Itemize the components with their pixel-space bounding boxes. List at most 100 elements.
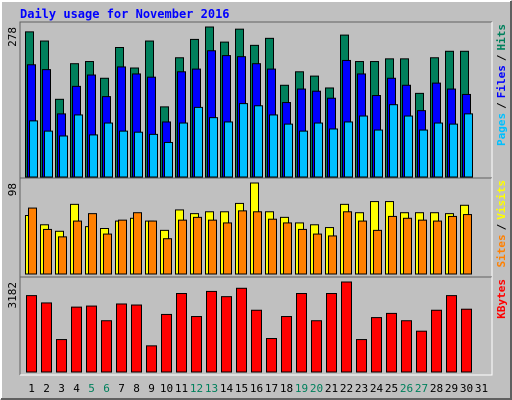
bar — [118, 219, 127, 275]
bar — [328, 235, 337, 275]
bar — [311, 320, 322, 373]
bar — [254, 105, 263, 178]
bar — [88, 213, 97, 275]
bar — [56, 339, 67, 373]
bar — [268, 218, 277, 275]
bar — [463, 214, 472, 275]
x-tick-label: 25 — [385, 382, 398, 395]
bar — [223, 222, 232, 275]
x-tick-label: 22 — [340, 382, 353, 395]
bar — [433, 220, 442, 275]
bar — [341, 281, 352, 373]
bar — [283, 222, 292, 275]
x-tick-label: 4 — [73, 382, 80, 395]
x-tick-label: 28 — [430, 382, 443, 395]
bar — [343, 211, 352, 275]
bar — [326, 293, 337, 373]
bar — [209, 117, 218, 178]
x-tick-label: 10 — [160, 382, 173, 395]
chart-title: Daily usage for November 2016 — [20, 7, 230, 21]
legend: KBytes — [495, 279, 508, 319]
panel-border-dark — [19, 177, 492, 277]
legend-entry: Files — [495, 65, 508, 98]
bar — [208, 219, 217, 275]
legend-entry: KBytes — [495, 279, 508, 319]
x-tick-label: 13 — [205, 382, 218, 395]
bar — [253, 211, 262, 275]
bar — [131, 304, 142, 373]
bar — [176, 293, 187, 373]
x-tick-label: 30 — [460, 382, 473, 395]
bar — [374, 129, 383, 178]
bar — [71, 306, 82, 373]
bar — [103, 233, 112, 275]
x-tick-label: 17 — [265, 382, 278, 395]
bar — [404, 115, 413, 178]
bar — [299, 130, 308, 178]
bar — [206, 290, 217, 373]
bar — [461, 308, 472, 373]
bar — [269, 114, 278, 178]
legend-entry: Visits — [495, 180, 508, 220]
bar — [86, 305, 97, 373]
bar — [416, 330, 427, 373]
bar — [224, 121, 233, 178]
legend-separator: / — [495, 54, 508, 61]
bar — [401, 320, 412, 373]
bar — [59, 135, 68, 178]
panel-border-light — [20, 277, 493, 376]
bar — [58, 236, 67, 275]
x-tick-label: 6 — [103, 382, 110, 395]
bar — [148, 220, 157, 275]
x-tick-label: 1 — [28, 382, 35, 395]
x-tick-label: 9 — [148, 382, 155, 395]
bar — [236, 287, 247, 373]
bar — [298, 228, 307, 275]
y-tick-label: 278 — [6, 27, 19, 47]
legend-separator: / — [495, 223, 508, 230]
bar — [356, 339, 367, 373]
x-tick-label: 23 — [355, 382, 368, 395]
x-tick-label: 24 — [370, 382, 384, 395]
bar — [163, 238, 172, 275]
bar — [418, 219, 427, 275]
x-tick-label: 19 — [295, 382, 308, 395]
legend-entry: Pages — [495, 113, 508, 146]
bar — [29, 120, 38, 178]
x-tick-label: 2 — [43, 382, 50, 395]
bar — [314, 122, 323, 178]
bar — [41, 302, 52, 373]
bar — [388, 215, 397, 275]
bar — [386, 312, 397, 373]
bar — [146, 345, 157, 373]
bar — [403, 217, 412, 275]
x-tick-label: 7 — [118, 382, 125, 395]
bar — [431, 309, 442, 373]
x-tick-label: 29 — [445, 382, 458, 395]
bar — [284, 123, 293, 178]
legend-entry: Sites — [495, 234, 508, 267]
bar — [101, 320, 112, 373]
bar — [239, 103, 248, 178]
bar — [116, 303, 127, 373]
legend: Sites / Visits — [495, 180, 508, 268]
x-tick-label: 16 — [250, 382, 263, 395]
panel-border-dark — [19, 21, 492, 180]
bar — [104, 122, 113, 178]
bar — [329, 128, 338, 178]
bar — [358, 220, 367, 275]
x-tick-label: 14 — [220, 382, 234, 395]
bar — [44, 130, 53, 178]
legend: Pages / Files / Hits — [495, 24, 508, 146]
bar — [149, 133, 158, 178]
bar — [296, 293, 307, 373]
legend-entry: Hits — [495, 24, 508, 51]
bar — [179, 122, 188, 178]
bar — [133, 212, 142, 275]
bar — [446, 295, 457, 373]
x-tick-label: 3 — [58, 382, 65, 395]
bar — [74, 114, 83, 178]
bar — [43, 228, 52, 275]
